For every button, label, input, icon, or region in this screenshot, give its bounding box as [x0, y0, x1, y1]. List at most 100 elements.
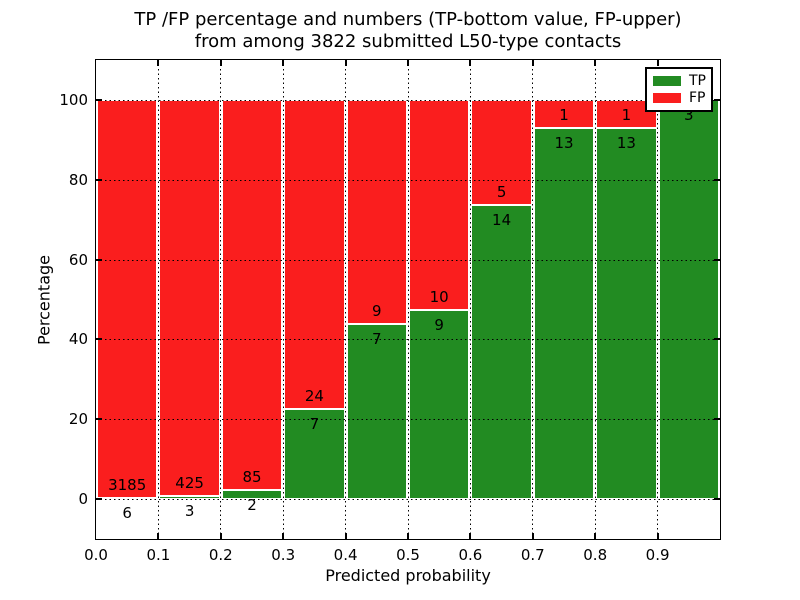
x-tick-label: 0.2: [208, 546, 233, 564]
bar-fp-segment: [533, 99, 595, 129]
bar-fp-count-label: 24: [304, 386, 324, 405]
plot-area: 3185 6 425 3 85 2 24 7 9 7 10 9 5 14 1 13 1 13 3: [95, 59, 721, 540]
axis-tick: [656, 60, 659, 66]
legend-item-tp: TP: [653, 73, 706, 89]
bar-tp-count-label: 3: [184, 502, 195, 521]
gridline-vertical: [594, 60, 596, 539]
axis-tick: [714, 498, 720, 501]
y-tick-label: 100: [59, 90, 88, 109]
bar-fp-count-label: 5: [496, 182, 507, 201]
chart-title-line2: from among 3822 submitted L50-type conta…: [194, 31, 622, 52]
bar-tp-count-label: 3: [684, 105, 694, 124]
legend-swatch-tp: [653, 76, 681, 86]
gridline-horizontal: [96, 419, 720, 421]
y-tick-label: 20: [68, 410, 88, 429]
axis-tick: [96, 418, 102, 421]
bar-tp-count-label: 13: [616, 134, 636, 153]
bar-tp-count-label: 9: [434, 316, 444, 334]
gridline-horizontal: [96, 179, 720, 181]
gridline-horizontal: [96, 499, 720, 501]
axis-tick: [407, 533, 409, 539]
axis-tick: [157, 60, 160, 66]
bar-tp-segment: [284, 408, 345, 500]
legend-item-fp: FP: [653, 90, 706, 106]
axis-tick: [96, 498, 102, 501]
axis-tick: [531, 60, 534, 66]
x-tick-label: 0.3: [271, 546, 296, 564]
x-tick-label: 0.1: [146, 546, 171, 564]
gridline-vertical: [532, 60, 534, 539]
axis-tick: [714, 98, 720, 101]
chart-title-line1: TP /FP percentage and numbers (TP-bottom…: [134, 9, 682, 30]
bar-fp-segment: [284, 99, 345, 409]
axis-tick: [714, 338, 720, 341]
bar-tp-count-label: 7: [372, 330, 382, 349]
axis-tick: [469, 60, 472, 66]
bar-tp-segment: [409, 310, 470, 500]
axis-tick: [656, 533, 659, 539]
axis-tick: [282, 533, 285, 539]
gridline-vertical: [407, 60, 409, 539]
axis-tick: [407, 60, 409, 66]
axis-tick: [344, 533, 347, 539]
bar-tp-segment: [533, 128, 595, 500]
bar-fp-count-label: 425: [175, 474, 204, 493]
bar-fp-count-label: 9: [372, 302, 382, 321]
x-tick-label: 0.9: [645, 546, 670, 564]
bar-fp-segment: [97, 99, 158, 499]
axis-tick: [714, 178, 720, 181]
axis-tick: [96, 258, 102, 261]
x-tick-label: 0.5: [396, 546, 420, 564]
axis-tick: [344, 60, 347, 66]
gridline-vertical: [157, 60, 159, 539]
gridline-horizontal: [96, 99, 720, 101]
x-tick-label: 0.7: [520, 546, 545, 564]
axis-tick: [282, 60, 285, 66]
bar-tp-count-label: 6: [122, 504, 132, 523]
bar-tp-count-label: 14: [492, 210, 512, 229]
x-tick-label: 0.0: [84, 546, 108, 564]
bar-tp-segment: [596, 128, 657, 500]
axis-tick: [594, 533, 597, 539]
axis-tick: [714, 418, 720, 421]
legend-swatch-fp: [653, 93, 681, 103]
bar-fp-segment: [159, 99, 220, 497]
x-tick-label: 0.4: [333, 546, 358, 564]
axis-tick: [219, 60, 222, 66]
gridline-vertical: [469, 60, 471, 539]
bar-tp-segment: [346, 324, 407, 500]
axis-tick: [219, 533, 222, 539]
y-tick-label: 40: [68, 330, 88, 349]
y-tick-label: 0: [78, 490, 88, 509]
bar-tp-segment: [221, 489, 283, 500]
chart-title: TP /FP percentage and numbers (TP-bottom…: [87, 9, 729, 53]
axis-tick: [96, 338, 102, 341]
gridline-vertical: [657, 60, 659, 539]
axis-tick: [594, 60, 597, 66]
legend-label-fp: FP: [689, 90, 706, 106]
bar-fp-count-label: 1: [621, 106, 632, 125]
bar-fp-segment: [221, 99, 283, 490]
gridline-vertical: [220, 60, 222, 539]
bar-fp-count-label: 85: [242, 467, 262, 486]
bar-fp-segment: [346, 99, 407, 325]
x-tick-label: 0.8: [583, 546, 608, 564]
bar-tp-count-label: 13: [554, 134, 574, 153]
axis-tick: [469, 533, 472, 539]
axis-tick: [96, 98, 102, 101]
x-tick-label: 0.6: [458, 546, 483, 564]
gridline-vertical: [282, 60, 284, 539]
bar-tp-segment: [658, 99, 719, 500]
bar-fp-segment: [409, 99, 470, 310]
axis-tick: [157, 533, 160, 539]
bar-fp-count-label: 10: [429, 288, 449, 306]
bar-tp-count-label: 7: [309, 414, 320, 433]
gridline-horizontal: [96, 259, 720, 261]
gridline-horizontal: [96, 339, 720, 341]
legend-label-tp: TP: [689, 73, 706, 89]
bar-fp-count-label: 3185: [108, 476, 147, 495]
axis-tick: [96, 178, 102, 181]
bar-tp-segment: [159, 496, 220, 500]
axis-tick: [714, 258, 720, 261]
